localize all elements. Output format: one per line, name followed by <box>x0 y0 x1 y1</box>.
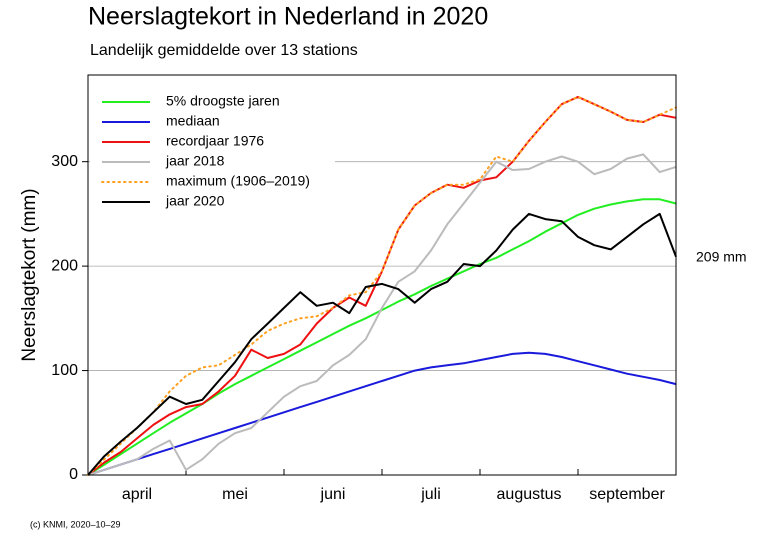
x-tick-label: september <box>589 486 665 503</box>
legend-label: jaar 2018 <box>165 153 225 169</box>
x-tick-label: mei <box>222 486 248 503</box>
legend-label: 5% droogste jaren <box>166 93 280 109</box>
series-line <box>87 212 677 476</box>
series-line <box>87 153 677 476</box>
legend-label: maximum (1906–2019) <box>166 173 310 189</box>
x-tick-label: juli <box>420 486 441 503</box>
y-tick-label: 200 <box>51 257 78 274</box>
chart-subtitle: Landelijk gemiddelde over 13 stations <box>90 42 358 59</box>
plot-frame <box>87 74 677 476</box>
legend-label: mediaan <box>166 113 220 129</box>
credit: (c) KNMI, 2020–10–29 <box>30 519 121 529</box>
y-axis-label: Neerslagtekort (mm) <box>19 188 40 361</box>
annotation: 209 mm <box>696 249 747 265</box>
series-line <box>87 351 677 476</box>
legend: 5% droogste jaren mediaan recordjaar 1976 j… <box>90 87 335 215</box>
series-line <box>87 198 677 476</box>
legend-label: jaar 2020 <box>165 193 225 209</box>
legend-label: recordjaar 1976 <box>166 133 264 149</box>
series-line <box>87 95 677 476</box>
chart-title: Neerslagtekort in Nederland in 2020 <box>88 3 488 31</box>
x-tick-label: juni <box>320 486 346 503</box>
y-tick-label: 300 <box>51 153 78 170</box>
x-tick-label: augustus <box>497 486 562 503</box>
y-tick-label: 100 <box>51 362 78 379</box>
legend-box <box>90 87 335 215</box>
y-tick-label: 0 <box>69 466 78 483</box>
x-tick-label: april <box>122 486 152 503</box>
